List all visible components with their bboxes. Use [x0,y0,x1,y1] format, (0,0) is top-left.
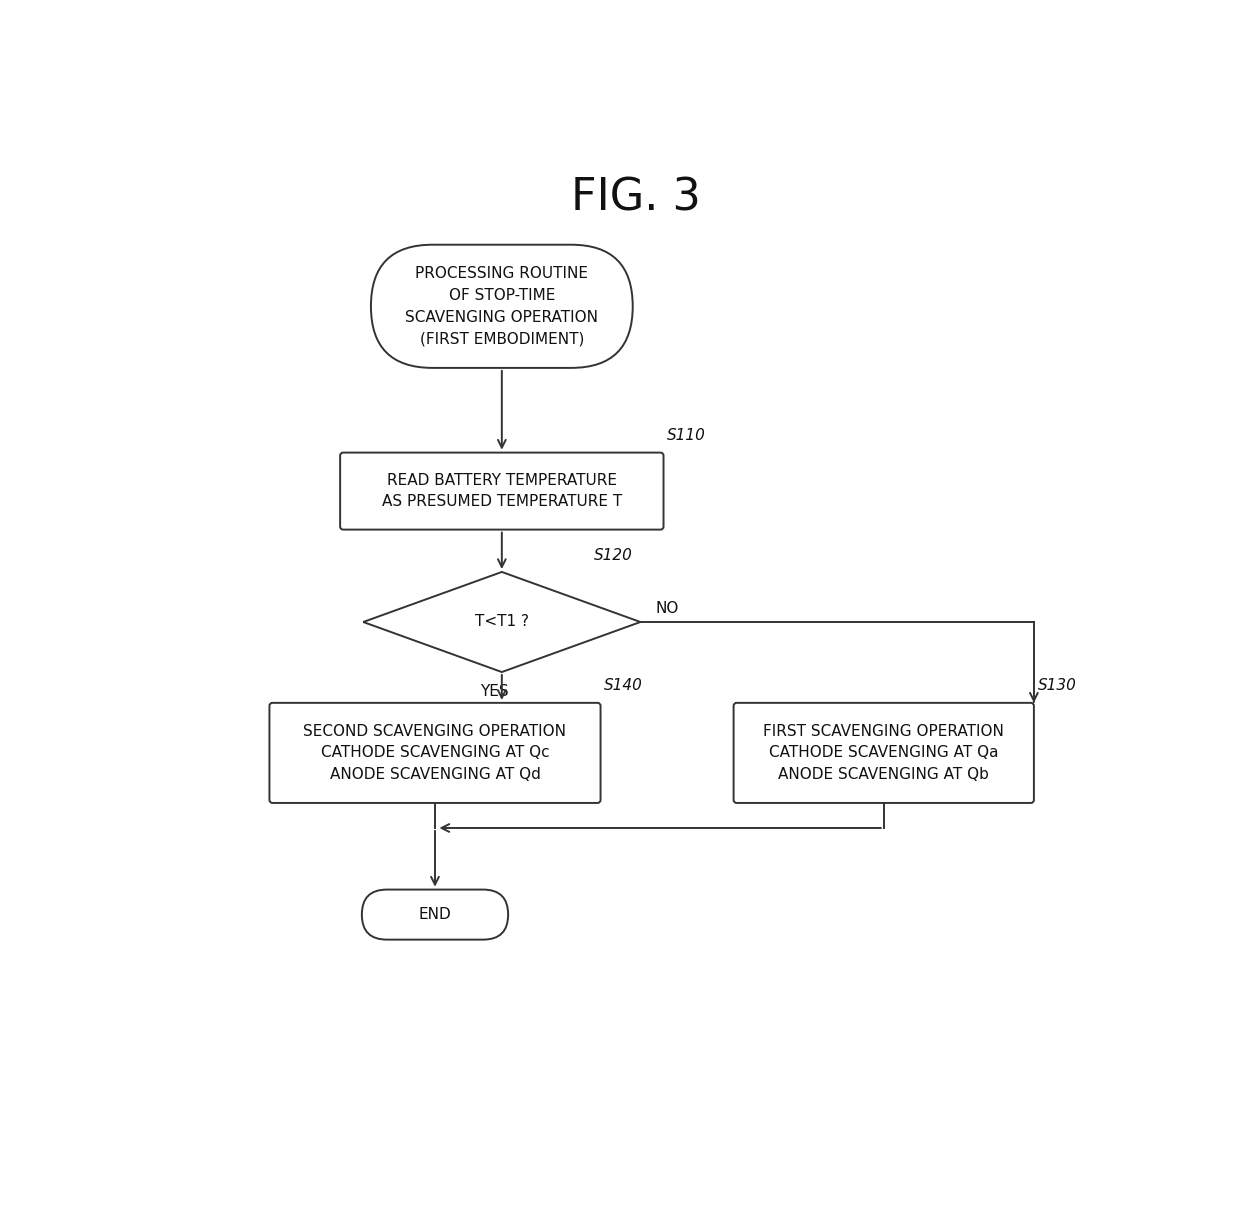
Text: END: END [419,907,451,922]
Text: SECOND SCAVENGING OPERATION
CATHODE SCAVENGING AT Qc
ANODE SCAVENGING AT Qd: SECOND SCAVENGING OPERATION CATHODE SCAV… [304,724,567,782]
Text: S130: S130 [1038,678,1076,693]
Text: FIG. 3: FIG. 3 [570,177,701,221]
Text: READ BATTERY TEMPERATURE
AS PRESUMED TEMPERATURE T: READ BATTERY TEMPERATURE AS PRESUMED TEM… [382,472,622,510]
Text: PROCESSING ROUTINE
OF STOP-TIME
SCAVENGING OPERATION
(FIRST EMBODIMENT): PROCESSING ROUTINE OF STOP-TIME SCAVENGI… [405,266,599,346]
Text: YES: YES [480,683,508,699]
Text: S140: S140 [604,678,644,693]
FancyBboxPatch shape [340,453,663,530]
Text: S110: S110 [667,428,707,443]
Text: T<T1 ?: T<T1 ? [475,615,528,629]
FancyBboxPatch shape [734,703,1034,803]
Text: FIRST SCAVENGING OPERATION
CATHODE SCAVENGING AT Qa
ANODE SCAVENGING AT Qb: FIRST SCAVENGING OPERATION CATHODE SCAVE… [764,724,1004,782]
FancyBboxPatch shape [362,889,508,940]
FancyBboxPatch shape [269,703,600,803]
FancyBboxPatch shape [371,245,632,368]
Text: S120: S120 [594,547,634,563]
Polygon shape [363,572,640,672]
Text: NO: NO [656,600,680,616]
